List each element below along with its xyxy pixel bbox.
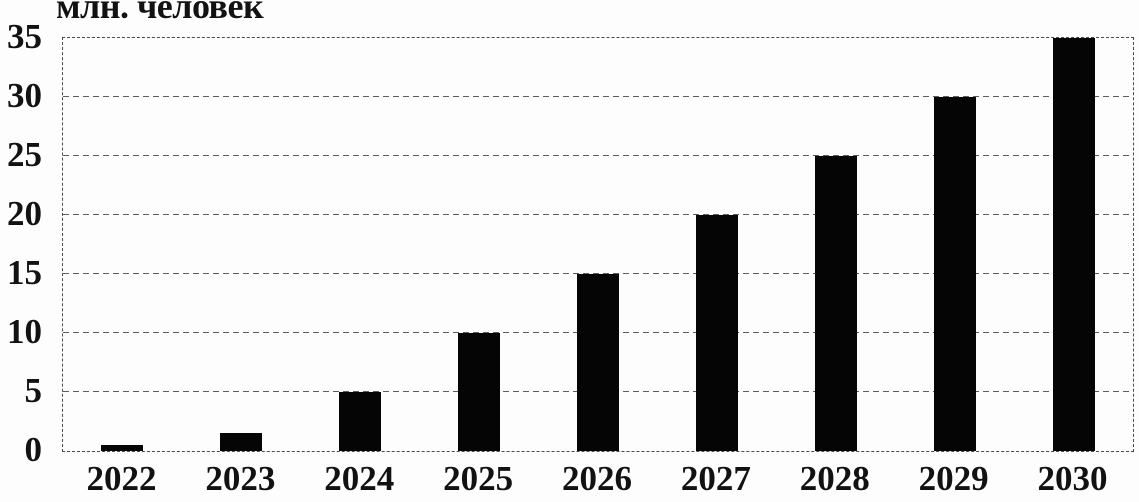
bar-2030 <box>1052 38 1095 451</box>
bar-2027 <box>695 215 738 451</box>
x-tick-label-2029: 2029 <box>918 459 989 498</box>
bar-2024 <box>339 392 382 451</box>
y-tick-label-25: 25 <box>7 135 42 174</box>
bar-2025 <box>458 333 501 451</box>
bar-2023 <box>220 433 263 451</box>
y-tick-label-15: 15 <box>7 253 42 292</box>
y-tick-label-0: 0 <box>24 430 43 469</box>
plot-area <box>62 37 1134 452</box>
y-tick-label-30: 30 <box>7 76 42 115</box>
x-tick-label-2030: 2030 <box>1037 459 1108 498</box>
y-tick-label-5: 5 <box>24 371 43 410</box>
bar-2028 <box>814 156 857 451</box>
bar-2029 <box>933 97 976 451</box>
y-tick-label-10: 10 <box>7 312 42 351</box>
y-tick-label-35: 35 <box>7 17 42 56</box>
bar-2026 <box>577 274 619 451</box>
gridline-25 <box>63 155 1133 156</box>
x-tick-label-2027: 2027 <box>680 459 751 498</box>
gridline-15 <box>63 273 1133 274</box>
y-axis-unit-label: млн. человек <box>56 0 264 26</box>
x-tick-label-2025: 2025 <box>443 459 514 498</box>
x-tick-label-2028: 2028 <box>799 459 870 498</box>
gridline-30 <box>63 96 1133 97</box>
x-tick-label-2023: 2023 <box>205 459 276 498</box>
x-tick-label-2024: 2024 <box>324 459 395 498</box>
bar-2022 <box>101 445 144 451</box>
x-tick-label-2026: 2026 <box>562 459 632 498</box>
y-tick-label-20: 20 <box>7 194 42 233</box>
gridline-20 <box>63 214 1133 215</box>
x-tick-label-2022: 2022 <box>86 459 157 498</box>
